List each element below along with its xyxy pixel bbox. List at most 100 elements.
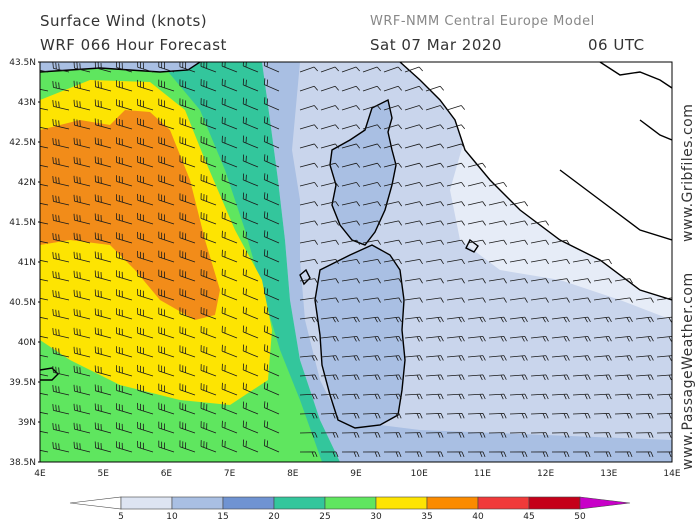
- wind-barb: [221, 154, 238, 168]
- wind-barb: [404, 85, 424, 92]
- wind-barb: [509, 297, 528, 303]
- wind-barb: [467, 374, 486, 381]
- wind-barb: [320, 412, 339, 419]
- wind-barb: [299, 124, 319, 130]
- lon-tick-label: 5E: [97, 469, 109, 479]
- wind-barb: [320, 451, 339, 458]
- wind-barb: [341, 239, 360, 245]
- wind-barb: [614, 297, 633, 303]
- wind-barb: [94, 137, 112, 149]
- wind-barb: [530, 432, 549, 438]
- wind-barb: [52, 366, 70, 377]
- wind-barb: [614, 278, 633, 284]
- wind-barb: [73, 156, 91, 168]
- wind-barb: [551, 432, 570, 438]
- wind-barb: [593, 432, 612, 438]
- wind-barb: [614, 412, 633, 419]
- wind-barb: [179, 79, 196, 92]
- wind-barb: [593, 451, 612, 458]
- wind-barb: [221, 116, 238, 130]
- wind-barb: [635, 393, 654, 400]
- lat-tick-label: 39N: [18, 418, 36, 428]
- wind-barb: [425, 201, 445, 207]
- wind-barb: [242, 116, 259, 130]
- wind-barb: [362, 259, 381, 265]
- wind-barb: [52, 214, 70, 225]
- wind-barb: [635, 355, 654, 361]
- wind-barb: [221, 173, 238, 187]
- wind-barb: [362, 335, 381, 342]
- wind-barb: [242, 78, 259, 92]
- wind-barb: [115, 62, 133, 73]
- wind-barb: [551, 297, 570, 303]
- wind-barb: [200, 174, 217, 187]
- wind-barb: [73, 327, 91, 339]
- wind-barb: [488, 335, 507, 342]
- wind-barb: [179, 364, 196, 377]
- forecast-time: 06 UTC: [588, 36, 645, 54]
- wind-barb: [467, 239, 486, 245]
- wind-barb: [158, 193, 175, 206]
- wind-barb: [509, 374, 528, 381]
- wind-barb: [404, 162, 424, 168]
- lat-tick-label: 38.5N: [9, 458, 36, 468]
- wind-barb: [446, 105, 466, 111]
- wind-barb: [263, 306, 280, 320]
- wind-barb: [263, 173, 280, 187]
- wind-barb: [446, 412, 465, 419]
- wind-barb: [200, 307, 217, 320]
- wind-barb: [509, 220, 528, 226]
- wind-barb: [73, 384, 91, 396]
- wind-barb: [158, 269, 175, 282]
- wind-barb: [115, 99, 133, 111]
- wind-barb: [467, 162, 487, 168]
- wind-barb: [115, 308, 133, 320]
- lon-tick-label: 4E: [34, 469, 46, 479]
- wind-barb: [200, 62, 217, 73]
- wind-barb: [488, 201, 508, 207]
- wind-barb: [446, 432, 465, 438]
- wind-barb: [572, 278, 591, 284]
- wind-barb: [320, 143, 340, 149]
- wind-barb: [488, 278, 507, 284]
- wind-barb: [320, 278, 339, 284]
- wind-barb: [158, 155, 175, 168]
- wind-barb: [635, 297, 654, 303]
- wind-barb: [551, 259, 570, 265]
- legend-swatch: [324, 496, 377, 510]
- wind-barb: [200, 383, 217, 396]
- wind-barb: [73, 422, 91, 434]
- wind-barb: [446, 220, 465, 226]
- wind-barb: [446, 297, 465, 303]
- wind-barb: [530, 374, 549, 381]
- wind-barb: [593, 316, 612, 323]
- wind-barb: [320, 259, 339, 265]
- wind-barb: [509, 355, 528, 361]
- wind-barb: [179, 383, 196, 396]
- wind-barb: [115, 80, 133, 92]
- wind-barb: [52, 423, 70, 434]
- wind-barb: [94, 194, 112, 206]
- wind-barb: [530, 316, 549, 323]
- wind-barb: [446, 355, 465, 361]
- wind-barb: [446, 259, 465, 265]
- wind-barb: [179, 136, 196, 149]
- wind-barb: [94, 62, 112, 73]
- wind-barb: [341, 124, 361, 130]
- wind-barb: [383, 412, 402, 419]
- wind-barb: [94, 156, 112, 168]
- wind-barb: [299, 220, 318, 226]
- wind-barb: [200, 136, 217, 149]
- wind-barb: [52, 328, 70, 339]
- wind-barb: [383, 393, 402, 400]
- wind-barb: [341, 182, 361, 188]
- wind-barb: [320, 297, 339, 303]
- wind-barb: [115, 365, 133, 377]
- wind-barb: [221, 439, 238, 453]
- wind-barb: [383, 105, 403, 111]
- wind-barb: [383, 335, 402, 342]
- wind-barb: [242, 325, 259, 339]
- wind-barb: [73, 441, 91, 453]
- wind-barb: [52, 176, 70, 187]
- wind-barb: [299, 335, 318, 342]
